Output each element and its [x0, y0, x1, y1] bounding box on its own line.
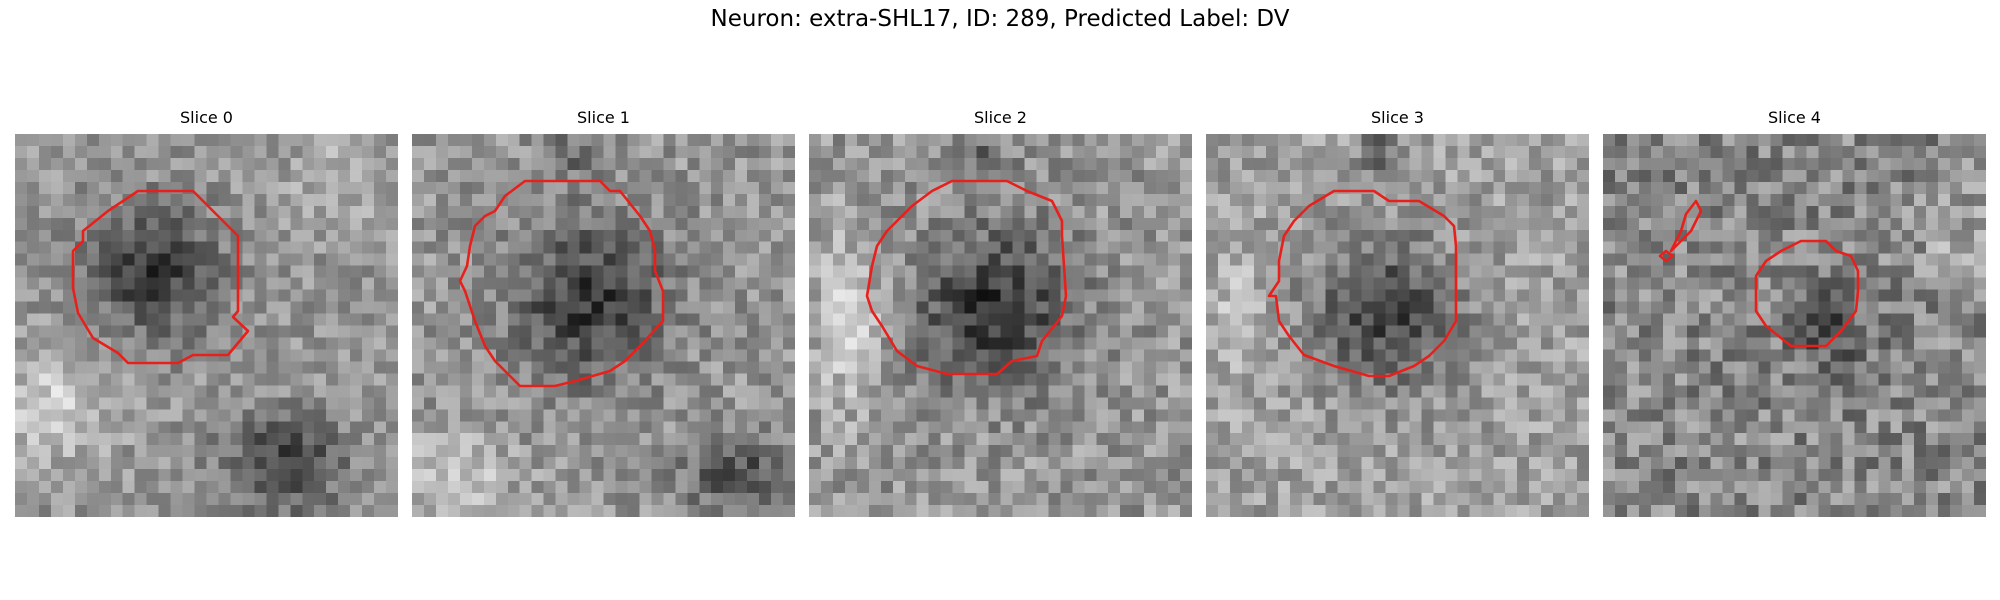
neuron-contour-overlay	[15, 134, 398, 517]
slice-title: Slice 0	[15, 108, 398, 127]
neuron-contour-overlay	[809, 134, 1192, 517]
neuron-contour	[1269, 191, 1456, 376]
neuron-contour	[1756, 241, 1858, 346]
neuron-contour-overlay	[1206, 134, 1589, 517]
slice-title: Slice 4	[1603, 108, 1986, 127]
neuron-contour-fragment	[1671, 201, 1701, 251]
neuron-contour-overlay	[1603, 134, 1986, 517]
neuron-contour	[73, 191, 248, 363]
slice-title: Slice 2	[809, 108, 1192, 127]
slice-title: Slice 1	[412, 108, 795, 127]
neuron-contour-fragment	[1660, 251, 1673, 261]
slice-title: Slice 3	[1206, 108, 1589, 127]
neuron-contour-overlay	[412, 134, 795, 517]
figure-title: Neuron: extra-SHL17, ID: 289, Predicted …	[0, 6, 2000, 32]
neuron-contour	[867, 181, 1066, 374]
neuron-contour	[460, 181, 663, 386]
